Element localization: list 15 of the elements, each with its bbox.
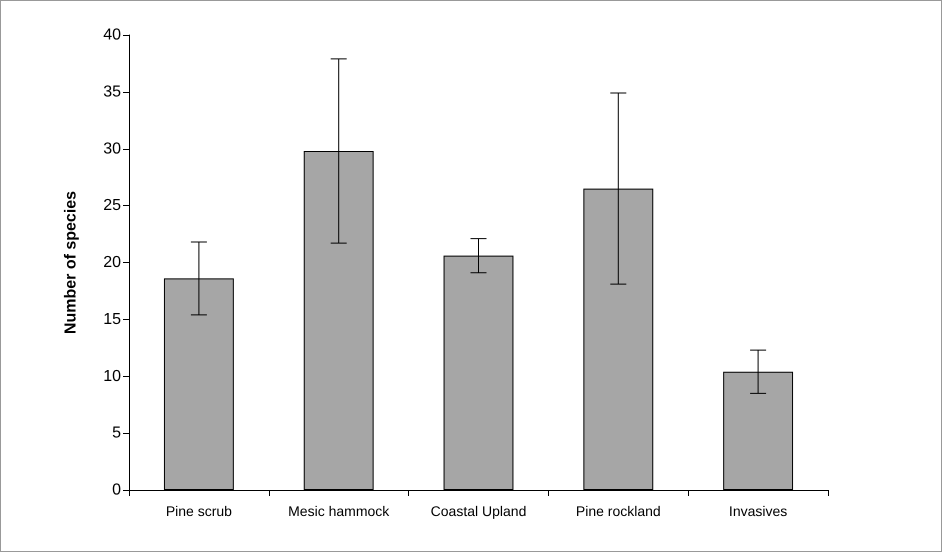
y-tick-label: 20 xyxy=(103,254,122,271)
x-tick-label: Coastal Upland xyxy=(430,503,526,519)
y-tick-label: 25 xyxy=(103,197,122,214)
y-tick-label: 10 xyxy=(103,368,122,385)
x-tick-label: Pine rockland xyxy=(576,503,661,519)
y-tick-label: 30 xyxy=(103,140,122,158)
y-axis-title: Number of species xyxy=(62,190,80,334)
y-tick-label: 5 xyxy=(112,424,122,442)
x-tick-label: Invasives xyxy=(728,503,788,519)
y-tick-label: 15 xyxy=(103,310,122,328)
y-tick-label: 35 xyxy=(103,83,122,100)
x-tick-label: Mesic hammock xyxy=(288,503,390,519)
y-tick-label: 0 xyxy=(112,482,122,498)
x-tick-label: Pine scrub xyxy=(166,503,232,519)
y-tick-label: 40 xyxy=(103,26,122,44)
